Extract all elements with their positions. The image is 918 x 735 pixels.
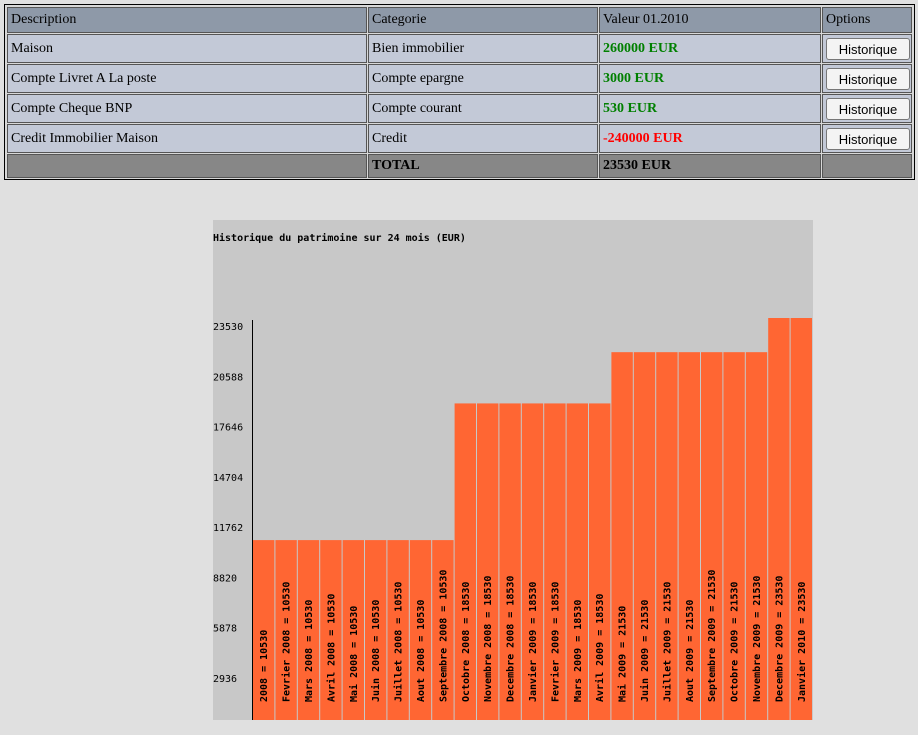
bar bbox=[365, 540, 387, 720]
bar bbox=[477, 403, 499, 720]
total-value: 23530 EUR bbox=[599, 154, 821, 178]
bar-label: Mai 2008 = 10530 bbox=[348, 606, 360, 702]
bar bbox=[611, 352, 633, 720]
bar-label: Avril 2009 = 18530 bbox=[594, 594, 606, 702]
bar bbox=[387, 540, 409, 720]
bar bbox=[589, 403, 611, 720]
y-tick-label: 8820 bbox=[213, 573, 237, 584]
bar-label: Juillet 2008 = 10530 bbox=[393, 582, 405, 702]
bar-label: Octobre 2008 = 18530 bbox=[461, 582, 472, 702]
options-cell: Historique bbox=[822, 94, 912, 123]
header-cell: Valeur 01.2010 bbox=[599, 7, 821, 33]
bar-label: Juin 2009 = 21530 bbox=[639, 600, 651, 702]
text-cell: Maison bbox=[7, 34, 367, 63]
bar bbox=[768, 318, 790, 720]
y-tick-label: 17646 bbox=[213, 423, 243, 434]
bar bbox=[432, 540, 454, 720]
bar-label: Fevrier 2008 = 10530 bbox=[281, 582, 293, 702]
historique-button[interactable]: Historique bbox=[826, 98, 910, 120]
text-cell: Compte Cheque BNP bbox=[7, 94, 367, 123]
bar bbox=[745, 352, 768, 720]
bar bbox=[678, 352, 700, 720]
total-cell bbox=[822, 154, 912, 178]
historique-button[interactable]: Historique bbox=[826, 38, 910, 60]
bar bbox=[544, 403, 566, 720]
options-cell: Historique bbox=[822, 34, 912, 63]
bar bbox=[723, 352, 745, 720]
bar bbox=[297, 540, 320, 720]
bar-label: Octobre 2009 = 21530 bbox=[730, 582, 741, 702]
bar-label: Septembre 2008 = 10530 bbox=[438, 570, 449, 702]
y-tick-label: 20588 bbox=[213, 372, 243, 383]
bar bbox=[409, 540, 432, 720]
value-cell: -240000 EUR bbox=[599, 124, 821, 153]
bar-label: Fevrier 2009 = 18530 bbox=[549, 582, 561, 702]
bar bbox=[633, 352, 656, 720]
bar-label: Aout 2009 = 21530 bbox=[685, 600, 696, 702]
y-tick-label: 11762 bbox=[213, 523, 243, 534]
options-cell: Historique bbox=[822, 124, 912, 153]
bar-label: Decembre 2009 = 23530 bbox=[774, 576, 785, 702]
bar bbox=[342, 540, 364, 720]
bar bbox=[320, 540, 342, 720]
text-cell: Credit bbox=[368, 124, 598, 153]
bar-label: Mai 2009 = 21530 bbox=[617, 606, 629, 702]
bar-label: Juillet 2009 = 21530 bbox=[661, 582, 673, 702]
bar-label: Janvier 2010 = 23530 bbox=[796, 582, 808, 702]
value-cell: 530 EUR bbox=[599, 94, 821, 123]
bar-label: Novembre 2009 = 21530 bbox=[752, 576, 763, 702]
bar-label: Septembre 2009 = 21530 bbox=[707, 570, 718, 702]
y-tick-label: 14704 bbox=[213, 473, 243, 484]
bar-label: Mars 2009 = 18530 bbox=[573, 600, 584, 702]
bar-label: Decembre 2008 = 18530 bbox=[506, 576, 517, 702]
bar-label: Juin 2008 = 10530 bbox=[370, 600, 382, 702]
chart-title: Historique du patrimoine sur 24 mois (EU… bbox=[213, 232, 466, 244]
bar-label: Mars 2008 = 10530 bbox=[304, 600, 315, 702]
bar-label: Janvier 2009 = 18530 bbox=[527, 582, 539, 702]
bar bbox=[499, 403, 521, 720]
value-cell: 260000 EUR bbox=[599, 34, 821, 63]
text-cell: Compte courant bbox=[368, 94, 598, 123]
bar-label: 2008 = 10530 bbox=[259, 630, 270, 702]
bar-label: Novembre 2008 = 18530 bbox=[483, 576, 494, 702]
y-tick-label: 5878 bbox=[213, 624, 237, 635]
bar-label: Avril 2008 = 10530 bbox=[325, 594, 337, 702]
header-cell: Description bbox=[7, 7, 367, 33]
y-tick-label: 2936 bbox=[213, 674, 237, 685]
bar bbox=[656, 352, 678, 720]
historique-button[interactable]: Historique bbox=[826, 128, 910, 150]
text-cell: Compte Livret A La poste bbox=[7, 64, 367, 93]
bar bbox=[566, 403, 588, 720]
bar bbox=[454, 403, 476, 720]
header-cell: Options bbox=[822, 7, 912, 33]
value-cell: 3000 EUR bbox=[599, 64, 821, 93]
bar bbox=[521, 403, 544, 720]
header-cell: Categorie bbox=[368, 7, 598, 33]
text-cell: Compte epargne bbox=[368, 64, 598, 93]
patrimoine-table: Description Categorie Valeur 01.2010 Option… bbox=[4, 4, 915, 180]
bar bbox=[790, 318, 812, 720]
text-cell: Credit Immobilier Maison bbox=[7, 124, 367, 153]
bar-label: Aout 2008 = 10530 bbox=[416, 600, 427, 702]
historique-button[interactable]: Historique bbox=[826, 68, 910, 90]
options-cell: Historique bbox=[822, 64, 912, 93]
bar bbox=[253, 540, 275, 720]
bar bbox=[701, 352, 723, 720]
total-label: TOTAL bbox=[368, 154, 598, 178]
total-cell bbox=[7, 154, 367, 178]
bar bbox=[275, 540, 297, 720]
text-cell: Bien immobilier bbox=[368, 34, 598, 63]
y-tick-label: 23530 bbox=[213, 322, 243, 333]
